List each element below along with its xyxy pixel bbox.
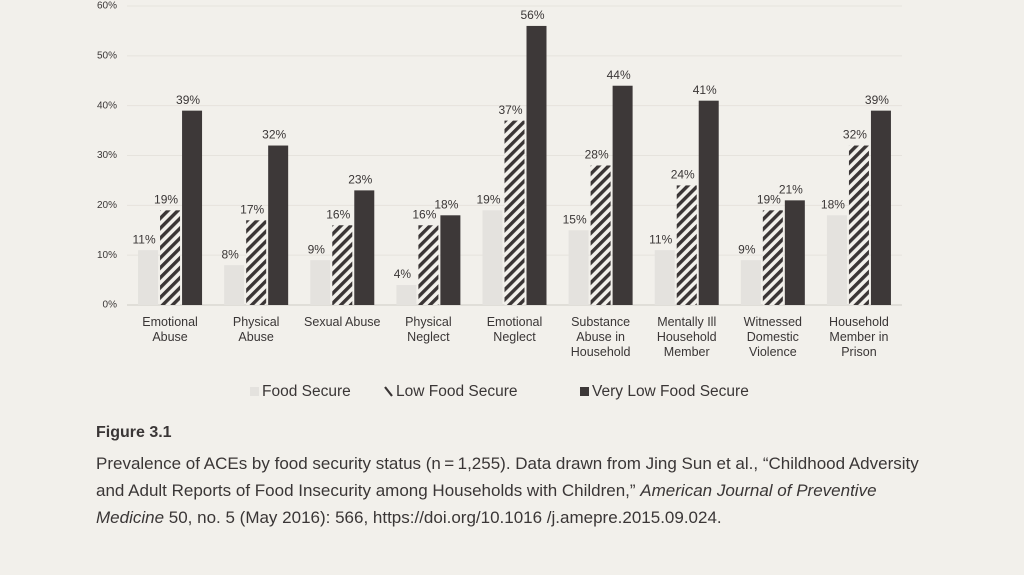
bar — [182, 110, 203, 306]
value-label: 21% — [779, 183, 803, 197]
bar — [762, 210, 783, 305]
bar — [870, 110, 891, 306]
x-tick-label: Sexual Abuse — [304, 315, 381, 329]
bar — [268, 145, 289, 305]
y-tick-label: 50% — [97, 50, 117, 61]
bar — [590, 165, 611, 305]
value-label: 19% — [476, 192, 500, 206]
value-label: 23% — [348, 173, 372, 187]
bar — [504, 120, 525, 305]
value-label: 18% — [434, 197, 458, 211]
legend-label: Very Low Food Secure — [592, 383, 749, 400]
bar — [784, 200, 805, 305]
bar — [332, 225, 353, 305]
legend-label: Low Food Secure — [396, 383, 518, 400]
x-tick-label: Household Member in Prison — [829, 315, 889, 359]
x-tick-label: Witnessed Domestic Violence — [743, 315, 802, 359]
bar — [740, 260, 761, 305]
caption-text-before: Prevalence of ACEs by food security stat… — [96, 454, 919, 500]
value-label: 9% — [738, 242, 756, 256]
x-tick-label: Physical Abuse — [232, 315, 280, 344]
x-tick-label: Emotional Abuse — [142, 315, 198, 344]
bar — [676, 185, 697, 305]
bar — [440, 215, 461, 305]
value-label: 16% — [326, 207, 350, 221]
bar — [138, 250, 159, 305]
bar — [354, 190, 375, 305]
value-label: 8% — [221, 247, 239, 261]
value-label: 56% — [520, 8, 544, 22]
value-label: 32% — [262, 128, 286, 142]
y-tick-label: 20% — [97, 200, 117, 211]
bar — [698, 100, 719, 305]
journal: American Journal of Preventive Medicine — [96, 481, 877, 527]
bar — [526, 25, 547, 306]
value-label: 4% — [394, 267, 412, 281]
legend-swatch — [580, 387, 589, 396]
y-tick-label: 60% — [97, 1, 117, 12]
caption: Figure 3.1 Prevalence of ACEs by food se… — [96, 424, 926, 531]
bar — [826, 215, 847, 305]
bar — [568, 230, 589, 305]
y-tick-label: 40% — [97, 100, 117, 111]
bar — [482, 210, 503, 305]
bar — [612, 85, 633, 305]
bar — [848, 145, 869, 305]
value-label: 44% — [607, 68, 631, 82]
value-label: 17% — [240, 202, 264, 216]
y-tick-label: 10% — [97, 250, 117, 261]
bar — [418, 225, 439, 305]
legend-swatch — [384, 386, 393, 397]
value-label: 15% — [563, 212, 587, 226]
value-label: 11% — [132, 232, 155, 246]
value-label: 32% — [843, 128, 867, 142]
chart: 0% 10% 20% 30% 40% 50% 60% 11% 19% 39% 8% 17% 32% 9% 1… — [97, 1, 902, 400]
bar — [224, 265, 245, 305]
value-label: 39% — [176, 93, 200, 107]
value-label: 39% — [865, 93, 889, 107]
value-label: 41% — [693, 83, 717, 97]
value-label: 9% — [308, 242, 326, 256]
value-label: 24% — [671, 168, 695, 182]
figure-label: Figure 3.1 — [96, 424, 172, 441]
bar — [310, 260, 331, 305]
value-label: 19% — [757, 192, 781, 206]
x-tick-label: Substance Abuse in Household — [570, 315, 631, 359]
value-label: 37% — [498, 103, 522, 117]
value-label: 28% — [585, 148, 609, 162]
value-label: 19% — [154, 192, 178, 206]
y-tick-label: 0% — [103, 300, 118, 311]
caption-text: Prevalence of ACEs by food security stat… — [96, 450, 926, 531]
x-tick-label: Mentally Ill Household Member — [656, 315, 717, 359]
value-label: 18% — [821, 197, 845, 211]
x-tick-label: Physical Neglect — [405, 315, 452, 344]
bar — [160, 210, 181, 305]
caption-text-after: 50, no. 5 (May 2016): 566, https://doi.o… — [164, 508, 722, 527]
value-label: 11% — [649, 232, 672, 246]
legend-label: Food Secure — [262, 383, 351, 400]
bar — [654, 250, 675, 305]
legend-swatch — [250, 387, 259, 396]
x-tick-label: Emotional Neglect — [486, 315, 543, 344]
bar — [246, 220, 267, 305]
value-label: 16% — [412, 207, 436, 221]
bar — [396, 285, 417, 305]
y-tick-label: 30% — [97, 150, 117, 161]
